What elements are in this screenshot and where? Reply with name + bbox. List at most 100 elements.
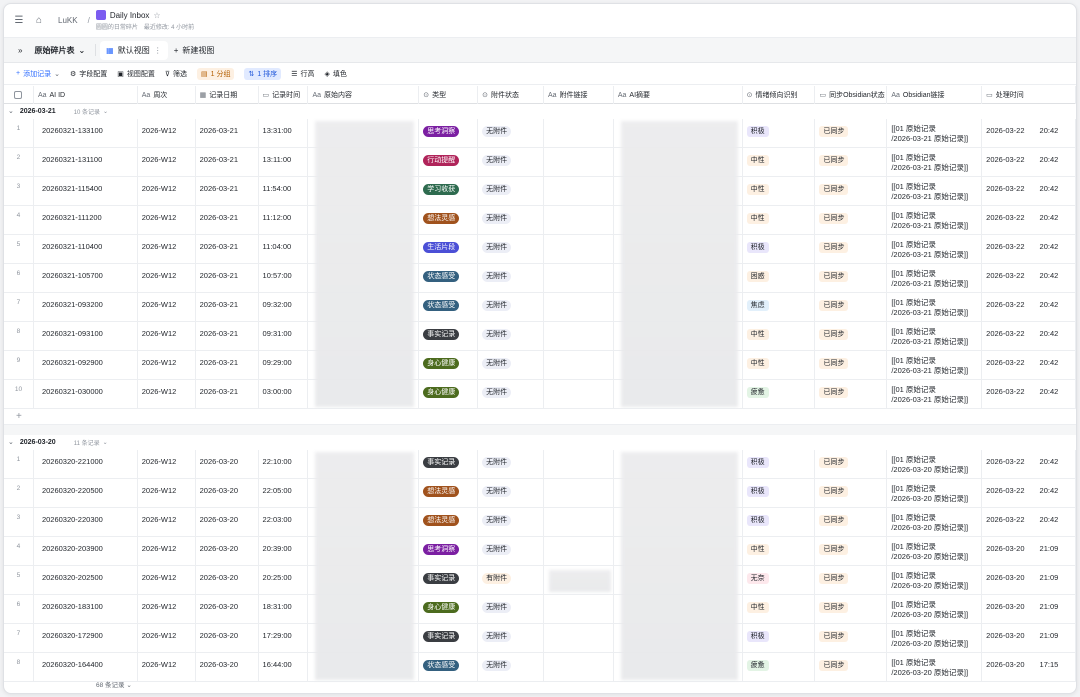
process-time-cell[interactable]: 2026-03-22 20:42 (982, 119, 1076, 148)
time-cell[interactable]: 11:04:00 (259, 235, 309, 264)
process-time-cell[interactable]: 2026-03-20 21:09 (982, 566, 1076, 595)
add-record-button[interactable]: + 添加记录 ⌄ (16, 69, 60, 79)
type-cell[interactable]: 行动提醒 (419, 148, 479, 177)
ai-summary-cell[interactable] (614, 653, 743, 682)
emotion-cell[interactable]: 中性 (743, 177, 816, 206)
attachment-link-cell[interactable] (544, 595, 614, 624)
emotion-cell[interactable]: 中性 (743, 148, 816, 177)
sidebar-toggle-icon[interactable]: ☰ (14, 15, 24, 26)
ai-summary-cell[interactable] (614, 479, 743, 508)
date-cell[interactable]: 2026-03-20 (196, 537, 259, 566)
week-cell[interactable]: 2026-W12 (138, 380, 196, 409)
record-id-cell[interactable]: 20260321-131100 (34, 148, 138, 177)
select-all-checkbox[interactable] (14, 91, 23, 99)
ai-summary-cell[interactable] (614, 235, 743, 264)
record-id-cell[interactable]: 20260320-203900 (34, 537, 138, 566)
attachment-link-cell[interactable] (544, 508, 614, 537)
table-row[interactable]: 8 20260320-164400 2026-W12 2026-03-20 16:44:… (4, 653, 1076, 682)
type-cell[interactable]: 状态感受 (419, 293, 479, 322)
column-header-2[interactable]: Aa 周次 (138, 86, 196, 104)
obsidian-link-cell[interactable]: [[01 原始记录/2026-03-20 原始记录]] (887, 566, 983, 595)
obsidian-link-cell[interactable]: [[01 原始记录/2026-03-20 原始记录]] (887, 537, 983, 566)
time-cell[interactable]: 17:29:00 (259, 624, 309, 653)
type-cell[interactable]: 事实记录 (419, 322, 479, 351)
sync-status-cell[interactable]: 已同步 (815, 537, 888, 566)
attachment-link-cell[interactable] (544, 177, 614, 206)
select-all-cell[interactable] (4, 86, 34, 104)
doc-title[interactable]: Daily Inbox (109, 10, 150, 20)
raw-content-cell[interactable] (308, 119, 420, 148)
obsidian-link-cell[interactable]: [[01 原始记录/2026-03-21 原始记录]] (887, 177, 983, 206)
process-time-cell[interactable]: 2026-03-22 20:42 (982, 479, 1076, 508)
tab-default-view[interactable]: ▦ 默认视图 ⋮ (100, 40, 168, 60)
record-id-cell[interactable]: 20260321-092900 (34, 351, 138, 380)
raw-content-cell[interactable] (308, 624, 420, 653)
ai-summary-cell[interactable] (614, 264, 743, 293)
attachment-link-cell[interactable] (544, 537, 614, 566)
date-cell[interactable]: 2026-03-21 (196, 119, 259, 148)
record-id-cell[interactable]: 20260320-221000 (34, 450, 138, 479)
raw-content-cell[interactable] (308, 508, 420, 537)
record-id-cell[interactable]: 20260320-220500 (34, 479, 138, 508)
sync-status-cell[interactable]: 已同步 (815, 351, 888, 380)
ai-summary-cell[interactable] (614, 537, 743, 566)
attachment-status-cell[interactable]: 无附件 (478, 450, 544, 479)
raw-content-cell[interactable] (308, 450, 420, 479)
obsidian-link-cell[interactable]: [[01 原始记录/2026-03-20 原始记录]] (887, 624, 983, 653)
table-row[interactable]: 2 20260320-220500 2026-W12 2026-03-20 22:05:… (4, 479, 1076, 508)
column-header-9[interactable]: Aa AI摘要 (614, 86, 743, 104)
sync-status-cell[interactable]: 已同步 (815, 119, 888, 148)
record-id-cell[interactable]: 20260321-105700 (34, 264, 138, 293)
column-header-8[interactable]: Aa 附件链接 (544, 86, 614, 104)
group-button[interactable]: ▤ 1 分组 (197, 67, 235, 80)
attachment-status-cell[interactable]: 无附件 (478, 177, 544, 206)
table-row[interactable]: 9 20260321-092900 2026-W12 2026-03-21 09:29:… (4, 351, 1076, 380)
date-cell[interactable]: 2026-03-20 (196, 508, 259, 537)
sync-status-cell[interactable]: 已同步 (815, 653, 888, 682)
sync-status-cell[interactable]: 已同步 (815, 508, 888, 537)
emotion-cell[interactable]: 无奈 (743, 566, 816, 595)
date-cell[interactable]: 2026-03-21 (196, 322, 259, 351)
type-cell[interactable]: 身心健康 (419, 595, 479, 624)
table-row[interactable]: 5 20260321-110400 2026-W12 2026-03-21 11:04:… (4, 235, 1076, 264)
type-cell[interactable]: 想法灵感 (419, 508, 479, 537)
column-header-3[interactable]: ▦ 记录日期 (196, 86, 259, 104)
sync-status-cell[interactable]: 已同步 (815, 479, 888, 508)
obsidian-link-cell[interactable]: [[01 原始记录/2026-03-21 原始记录]] (887, 293, 983, 322)
table-row[interactable]: 10 20260321-030000 2026-W12 2026-03-21 03:00… (4, 380, 1076, 409)
column-header-6[interactable]: ⊙ 类型 (419, 86, 479, 104)
date-cell[interactable]: 2026-03-21 (196, 380, 259, 409)
sort-button[interactable]: ⇅ 1 排序 (244, 67, 282, 80)
raw-content-cell[interactable] (308, 595, 420, 624)
attachment-status-cell[interactable]: 无附件 (478, 479, 544, 508)
record-id-cell[interactable]: 20260320-202500 (34, 566, 138, 595)
ai-summary-cell[interactable] (614, 450, 743, 479)
record-id-cell[interactable]: 20260321-133100 (34, 119, 138, 148)
attachment-status-cell[interactable]: 无附件 (478, 537, 544, 566)
raw-content-cell[interactable] (308, 264, 420, 293)
obsidian-link-cell[interactable]: [[01 原始记录/2026-03-20 原始记录]] (887, 653, 983, 682)
column-header-5[interactable]: Aa 原始内容 (308, 86, 420, 104)
chevron-down-icon[interactable]: ⌄ (8, 439, 14, 446)
week-cell[interactable]: 2026-W12 (138, 322, 196, 351)
week-cell[interactable]: 2026-W12 (138, 624, 196, 653)
process-time-cell[interactable]: 2026-03-20 21:09 (982, 595, 1076, 624)
process-time-cell[interactable]: 2026-03-22 20:42 (982, 148, 1076, 177)
time-cell[interactable]: 22:05:00 (259, 479, 309, 508)
more-icon[interactable]: ⋮ (153, 45, 162, 55)
table-row[interactable]: 2 20260321-131100 2026-W12 2026-03-21 13:11:… (4, 148, 1076, 177)
date-cell[interactable]: 2026-03-20 (196, 595, 259, 624)
date-cell[interactable]: 2026-03-20 (196, 624, 259, 653)
column-header-1[interactable]: Aa AI ID (34, 86, 138, 104)
date-cell[interactable]: 2026-03-21 (196, 206, 259, 235)
filter-button[interactable]: ⊽ 筛选 (165, 69, 187, 79)
table-row[interactable]: 7 20260321-093200 2026-W12 2026-03-21 09:32:… (4, 293, 1076, 322)
date-cell[interactable]: 2026-03-20 (196, 479, 259, 508)
attachment-link-cell[interactable] (544, 566, 614, 595)
table-row[interactable]: 3 20260321-115400 2026-W12 2026-03-21 11:54:… (4, 177, 1076, 206)
week-cell[interactable]: 2026-W12 (138, 450, 196, 479)
attachment-status-cell[interactable]: 无附件 (478, 322, 544, 351)
obsidian-link-cell[interactable]: [[01 原始记录/2026-03-21 原始记录]] (887, 206, 983, 235)
date-cell[interactable]: 2026-03-20 (196, 450, 259, 479)
obsidian-link-cell[interactable]: [[01 原始记录/2026-03-21 原始记录]] (887, 380, 983, 409)
